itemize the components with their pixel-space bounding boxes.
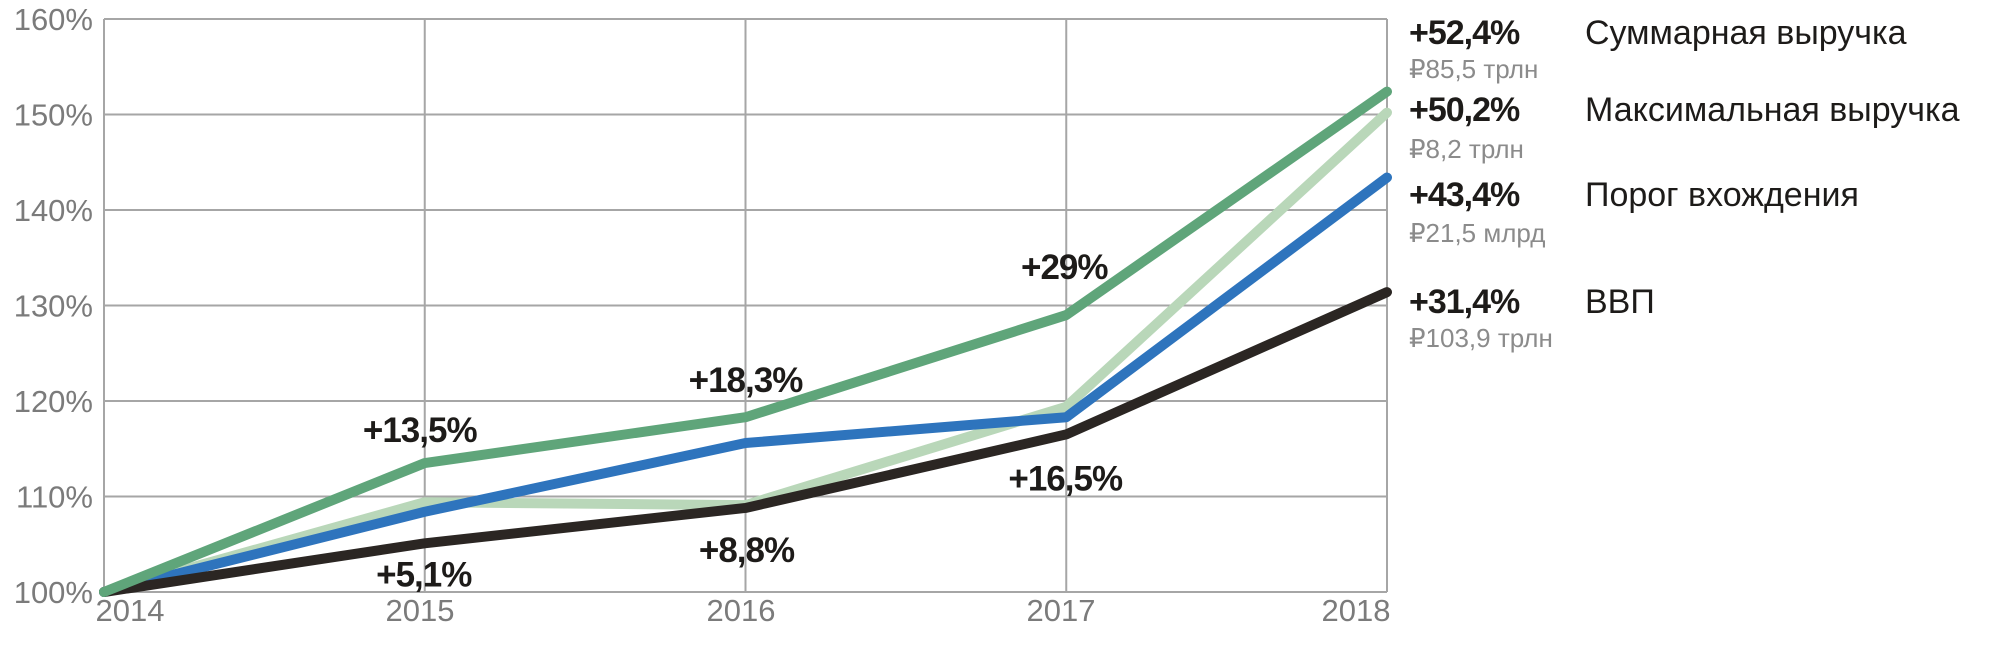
y-tick-label: 130% bbox=[14, 289, 93, 324]
series-line-2 bbox=[99, 172, 1392, 597]
annotation-label: +16,5% bbox=[1008, 459, 1123, 498]
y-tick-label: 160% bbox=[14, 2, 93, 37]
series-line-3 bbox=[99, 287, 1392, 597]
y-tick-label: 110% bbox=[16, 480, 93, 515]
series-line-0 bbox=[99, 86, 1392, 597]
x-tick-label: 2017 bbox=[1027, 593, 1096, 628]
y-tick-label: 150% bbox=[14, 98, 93, 133]
x-tick-label: 2018 bbox=[1322, 593, 1391, 628]
y-tick-label: 140% bbox=[14, 193, 93, 228]
y-tick-label: 100% bbox=[14, 575, 93, 610]
x-tick-label: 2015 bbox=[386, 593, 455, 628]
annotation-label: +13,5% bbox=[363, 411, 478, 450]
annotation-label: +8,8% bbox=[699, 531, 795, 570]
annotation-label: +29% bbox=[1021, 248, 1108, 287]
x-tick-label: 2016 bbox=[707, 593, 776, 628]
annotation-label: +18,3% bbox=[689, 361, 804, 400]
y-tick-label: 120% bbox=[14, 384, 93, 419]
annotation-label: +5,1% bbox=[376, 555, 472, 594]
x-tick-label: 2014 bbox=[96, 593, 165, 628]
